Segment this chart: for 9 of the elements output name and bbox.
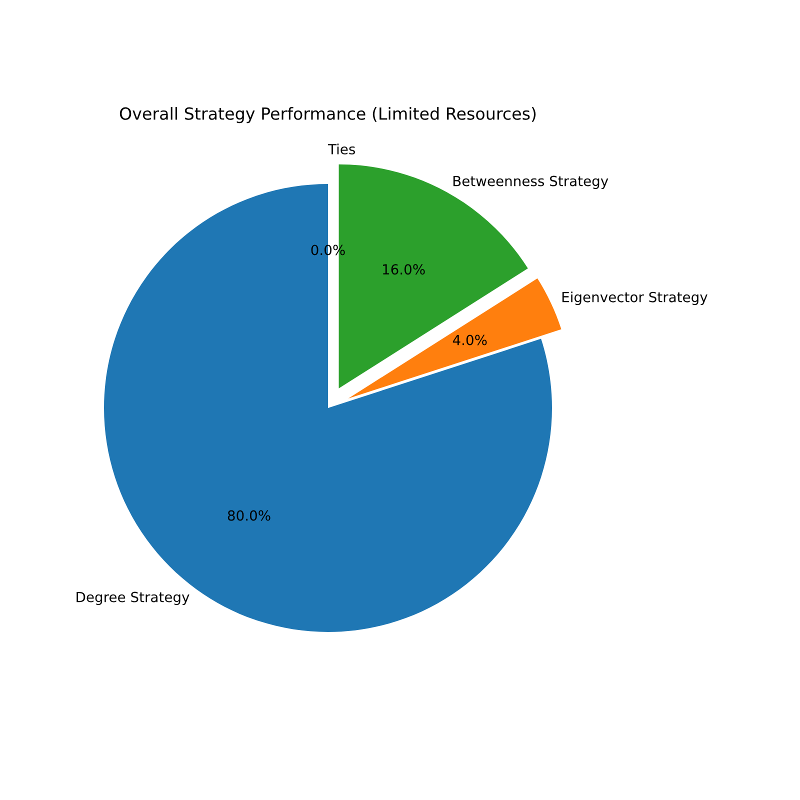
text: 0.0% bbox=[311, 244, 345, 256]
data-label: 80.0% bbox=[228, 510, 270, 521]
slice-label: Degree Strategy bbox=[76, 592, 190, 605]
slice-label: Eigenvector Strategy bbox=[562, 292, 708, 306]
data-label: 4.0% bbox=[452, 334, 487, 346]
chart-title: Overall Strategy Performance (Limited Resources) bbox=[120, 107, 536, 124]
data-label: 16.0% bbox=[383, 264, 425, 275]
slice-label: Betweenness Strategy bbox=[453, 176, 608, 189]
category-label: Ties bbox=[328, 144, 356, 154]
